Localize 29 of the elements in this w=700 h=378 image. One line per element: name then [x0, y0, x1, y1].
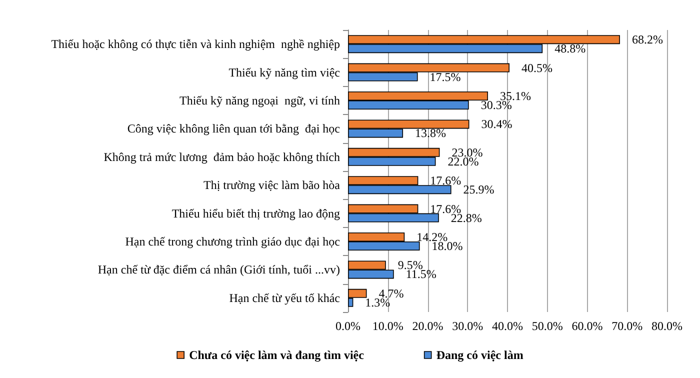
x-tick-label: 10.0%: [372, 319, 404, 333]
x-tick-label: 80.0%: [652, 319, 682, 333]
y-tick-label: Thị trường việc làm bão hòa: [204, 178, 341, 192]
y-tick-label: Thiếu kỹ năng ngoại ngữ, vi tính: [180, 94, 340, 108]
data-label: 30.4%: [481, 117, 512, 132]
y-tick-label: Hạn chế từ yếu tố khác: [229, 290, 340, 305]
legend-label: Đang có việc làm: [436, 348, 524, 362]
data-label: 25.9%: [463, 182, 494, 197]
data-label: 13.8%: [415, 126, 446, 140]
data-label: 68.2%: [632, 32, 663, 47]
y-tick-label: Không trả mức lương đảm bảo hoặc không thích: [104, 150, 340, 164]
x-tick-label: 30.0%: [452, 319, 484, 333]
x-tick-label: 70.0%: [612, 319, 643, 333]
data-label: 17.6%: [430, 174, 462, 188]
y-tick-label: Thiếu hoặc không có thực tiễn và kinh nghiệm nghề nghiệp: [51, 37, 340, 52]
data-label: 48.8%: [554, 42, 586, 56]
y-tick-label: Hạn chế trong chương trình giáo dục đại học: [125, 234, 340, 248]
y-tick-label: Thiếu hiểu biết thị trường lao động: [172, 206, 340, 220]
data-label: 40.5%: [521, 60, 552, 75]
x-tick-label: 0.0%: [336, 319, 360, 333]
legend-label: Chưa có việc làm và đang tìm việc: [189, 348, 365, 362]
data-label: 17.5%: [430, 70, 461, 84]
y-tick-label: Thiếu kỹ năng tìm việc: [228, 65, 340, 80]
x-tick-label: 50.0%: [532, 319, 563, 333]
x-tick-label: 20.0%: [412, 319, 444, 333]
y-tick-label: Hạn chế từ đặc điểm cá nhân (Giới tính, tuổi ...vv): [98, 262, 340, 277]
x-tick-label: 60.0%: [572, 319, 603, 333]
x-tick-label: 40.0%: [492, 319, 523, 333]
y-tick-label: Công việc không liên quan tới bằng đại học: [127, 122, 340, 136]
